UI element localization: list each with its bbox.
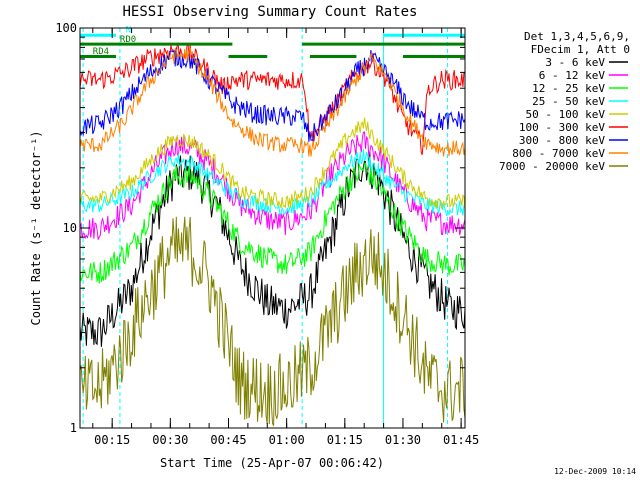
series-line-25-50-kev <box>80 148 465 218</box>
axes-layer: 1 10 100 00:15 00:30 00:45 01:00 01:15 01:30 01:4… <box>55 21 479 447</box>
series-line-300-800-kev <box>80 47 465 143</box>
legend-label-7000-20000-kev: 7000 - 20000 keV <box>499 160 605 173</box>
x-tick-label-00-45: 00:45 <box>210 433 246 447</box>
flag-label-rd0: RD0 <box>120 35 136 45</box>
series-line-7000-20000-kev <box>80 216 465 426</box>
y-tick-label-10: 10 <box>63 221 77 235</box>
flag-label-rd4: RD4 <box>93 47 109 57</box>
series-line-800-7000-kev <box>80 47 465 157</box>
legend-header-line-1: Det 1,3,4,5,6,9, <box>524 30 630 43</box>
series-line-12-25-kev <box>80 162 465 284</box>
x-axis-label: Start Time (25-Apr-07 00:06:42) <box>160 456 384 470</box>
legend-label-25-50-kev: 25 - 50 keV <box>532 95 605 108</box>
legend-label-6-12-kev: 6 - 12 keV <box>539 69 606 82</box>
series-line-50-100-kev <box>80 117 465 210</box>
x-tick-label-01-30: 01:30 <box>385 433 421 447</box>
series-line-6-12-kev <box>80 131 465 240</box>
legend-header-line-2: FDecim 1, Att 0 <box>531 43 630 56</box>
legend: Det 1,3,4,5,6,9,FDecim 1, Att 03 - 6 keV… <box>499 30 630 173</box>
plot-clip-group <box>80 28 465 428</box>
y-tick-label-100: 100 <box>55 21 77 35</box>
legend-label-50-100-kev: 50 - 100 keV <box>526 108 606 121</box>
legend-label-12-25-kev: 12 - 25 keV <box>532 82 605 95</box>
series-line-3-6-kev <box>80 151 465 347</box>
x-tick-label-01-00: 01:00 <box>269 433 305 447</box>
timestamp-label: 12-Dec-2009 10:14 <box>554 467 636 476</box>
y-tick-label-1: 1 <box>70 421 77 435</box>
legend-label-300-800-kev: 300 - 800 keV <box>519 134 605 147</box>
flag-label-n: N <box>126 25 131 35</box>
x-tick-label-01-45: 01:45 <box>443 433 479 447</box>
x-tick-label-00-30: 00:30 <box>152 433 188 447</box>
y-axis-label: Count Rate (s⁻¹ detector⁻¹) <box>29 130 43 325</box>
x-tick-label-00-15: 00:15 <box>94 433 130 447</box>
legend-label-800-7000-kev: 800 - 7000 keV <box>512 147 605 160</box>
x-tick-label-01-15: 01:15 <box>327 433 363 447</box>
legend-label-3-6-kev: 3 - 6 keV <box>545 56 605 69</box>
chart-title: HESSI Observing Summary Count Rates <box>122 4 417 20</box>
legend-label-100-300-kev: 100 - 300 keV <box>519 121 605 134</box>
